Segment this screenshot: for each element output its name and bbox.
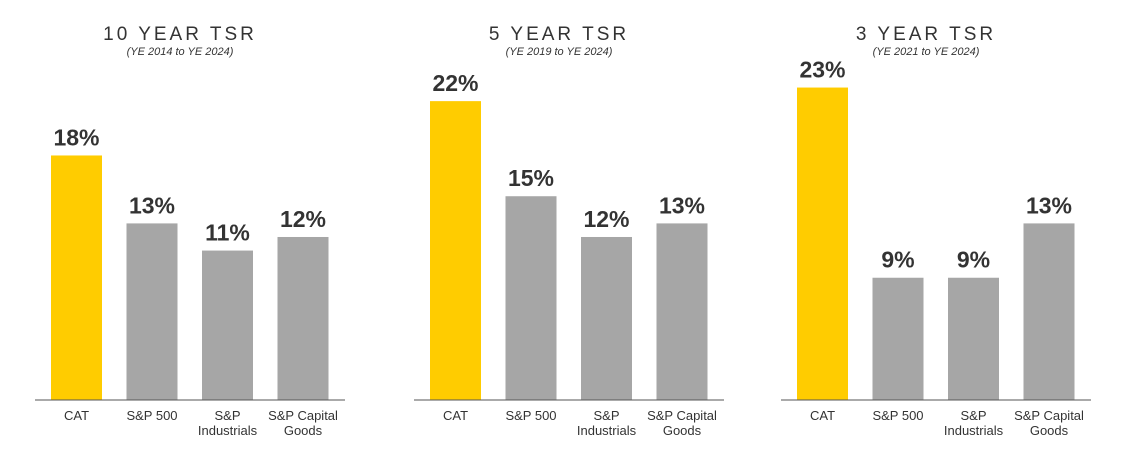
- value-label: 12%: [583, 206, 629, 232]
- chart-title: 3 YEAR TSR: [855, 24, 997, 45]
- chart-panel-3-year: 3 YEAR TSR (YE 2021 to YE 2024) 23% CAT 9%…: [746, 0, 1106, 460]
- category-label: S&P 500: [126, 408, 177, 423]
- category-label: S&P Capital: [647, 408, 717, 423]
- chart-panel-5-year: 5 YEAR TSR (YE 2019 to YE 2024) 22% CAT 15…: [379, 0, 739, 460]
- bar-s-p-500: [505, 196, 557, 400]
- bar-cat: [430, 101, 481, 400]
- category-label: S&P Capital: [268, 408, 338, 423]
- bar-s-p-capital-goods: [277, 236, 329, 400]
- category-label: CAT: [810, 408, 835, 423]
- value-label: 9%: [957, 247, 990, 273]
- value-label: 13%: [1026, 192, 1072, 218]
- value-label: 12%: [280, 206, 326, 232]
- category-label: CAT: [64, 408, 89, 423]
- bar-s-p-500: [126, 223, 178, 400]
- bar-cat: [797, 87, 848, 400]
- chart-title: 5 YEAR TSR: [488, 24, 630, 45]
- chart-panel-10-year: 10 YEAR TSR (YE 2014 to YE 2024) 18% CAT 1…: [0, 0, 360, 460]
- category-label: Industrials: [944, 423, 1004, 438]
- category-label: Industrials: [577, 423, 637, 438]
- chart-subtitle: (YE 2014 to YE 2024): [126, 46, 234, 58]
- category-label: S&P 500: [505, 408, 556, 423]
- category-label: S&P: [960, 408, 986, 423]
- bar-s-p-industrials: [581, 236, 632, 400]
- category-label: Goods: [284, 423, 323, 438]
- category-label: S&P: [593, 408, 619, 423]
- bar-cat: [51, 155, 102, 400]
- category-label: CAT: [443, 408, 468, 423]
- bar-s-p-500: [872, 277, 924, 400]
- category-label: S&P 500: [872, 408, 923, 423]
- category-label: Goods: [1030, 423, 1069, 438]
- chart-subtitle: (YE 2019 to YE 2024): [505, 46, 613, 58]
- bar-s-p-industrials: [202, 250, 253, 400]
- value-label: 13%: [129, 192, 175, 218]
- value-label: 9%: [881, 247, 914, 273]
- category-label: S&P Capital: [1014, 408, 1084, 423]
- value-label: 18%: [53, 124, 99, 150]
- value-label: 13%: [659, 192, 705, 218]
- value-label: 23%: [799, 57, 845, 83]
- bar-s-p-capital-goods: [656, 223, 708, 400]
- category-label: S&P: [214, 408, 240, 423]
- category-label: Industrials: [198, 423, 258, 438]
- chart-subtitle: (YE 2021 to YE 2024): [872, 46, 980, 58]
- bar-s-p-industrials: [948, 277, 999, 400]
- value-label: 15%: [508, 165, 554, 191]
- value-label: 22%: [432, 70, 478, 96]
- category-label: Goods: [663, 423, 702, 438]
- bar-s-p-capital-goods: [1023, 223, 1075, 400]
- chart-title: 10 YEAR TSR: [103, 24, 257, 45]
- value-label: 11%: [205, 220, 250, 246]
